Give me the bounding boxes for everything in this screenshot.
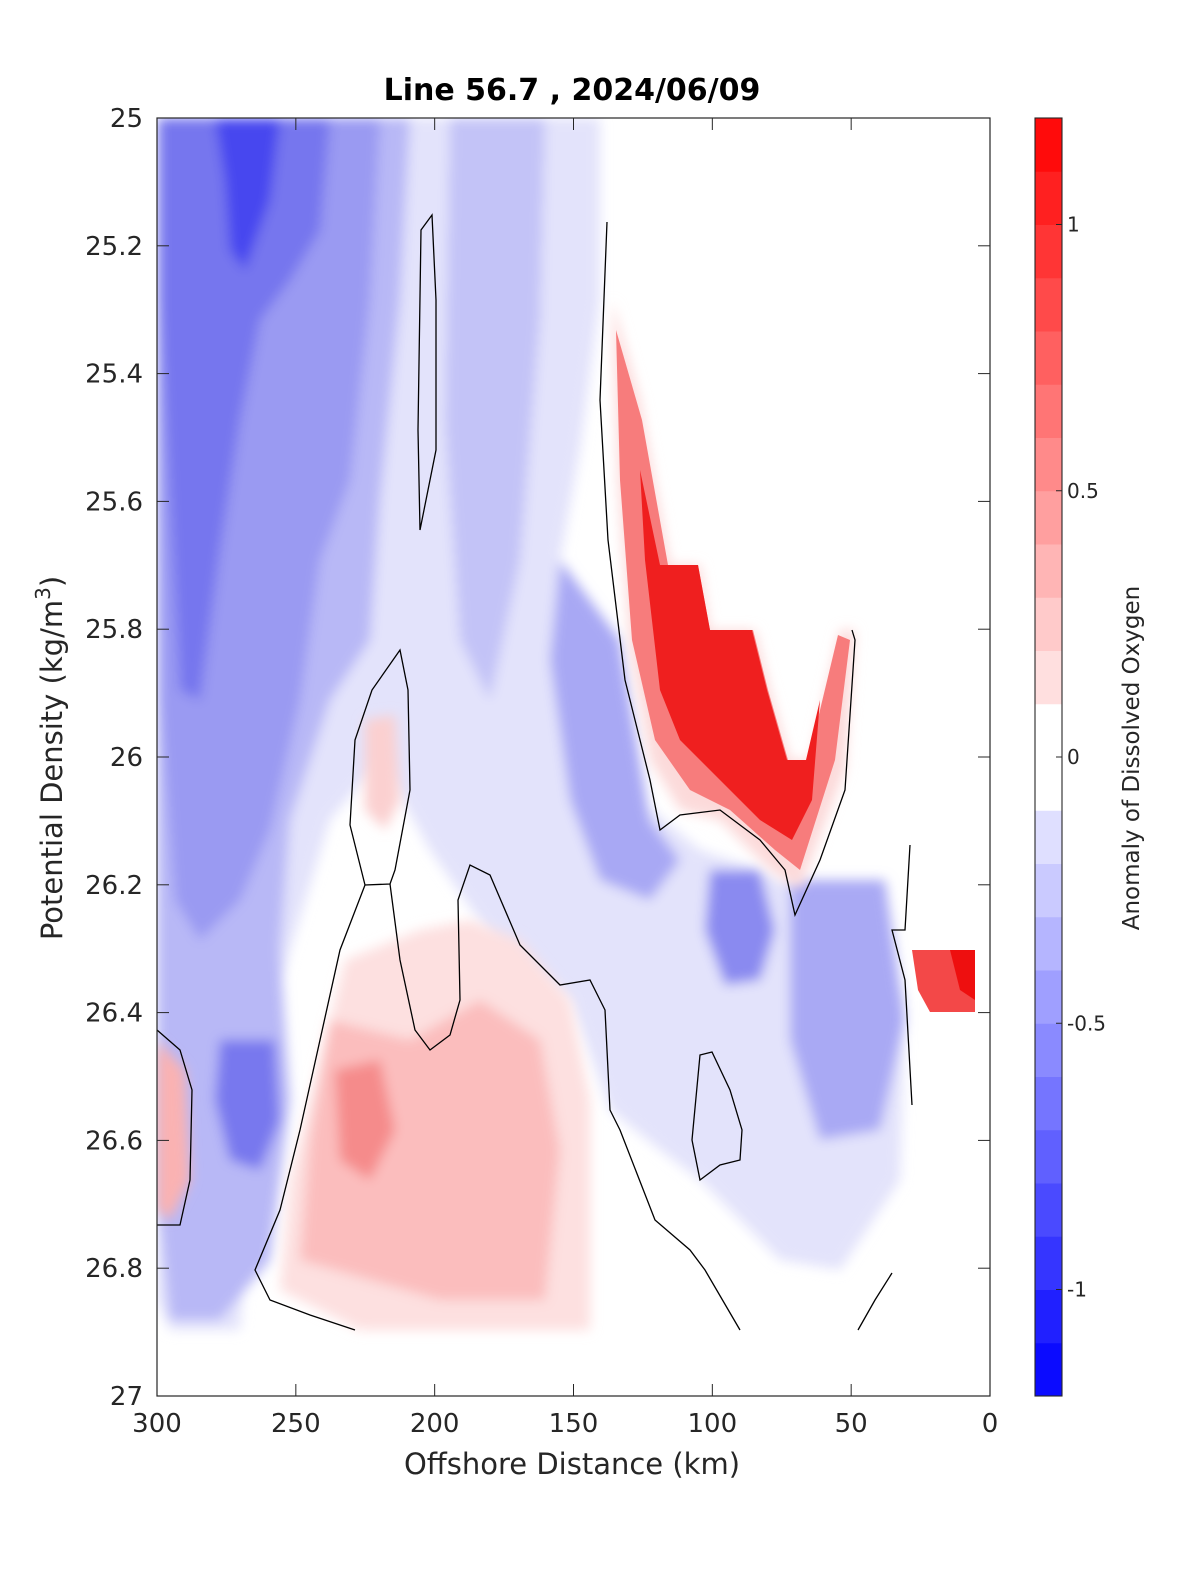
colorbar-band	[1035, 597, 1062, 651]
contour-fill-neg-core-upper	[215, 118, 280, 270]
colorbar-band	[1035, 1023, 1062, 1077]
colorbar-band	[1035, 863, 1062, 918]
y-tick-label: 26.2	[85, 871, 143, 901]
contour-fill-neg-core-90	[705, 870, 775, 985]
colorbar-band	[1035, 1236, 1062, 1290]
colorbar-band	[1035, 916, 1062, 971]
x-tick-label: 0	[982, 1409, 999, 1439]
y-tick-label: 27	[110, 1382, 143, 1412]
contour-fill-pos-subsurface-core	[335, 1060, 395, 1180]
y-tick-label: 25.4	[85, 360, 143, 390]
colorbar-band	[1035, 1342, 1062, 1397]
chart-title: Line 56.7 , 2024/06/09	[384, 73, 761, 108]
contour-fill-pos-offshore-edge	[157, 1040, 190, 1220]
x-tick-label: 100	[688, 1409, 738, 1439]
colorbar-band	[1035, 277, 1062, 332]
colorbar-tick-label: 1	[1067, 213, 1080, 237]
anomaly-field	[157, 118, 975, 1330]
contour-fill-pos-nearshore-mid	[616, 330, 850, 870]
y-tick-label: 25.2	[85, 232, 143, 262]
contour-fill-pos-nearshore-deep-inner	[950, 950, 975, 1000]
colorbar-band	[1035, 1076, 1062, 1131]
zero-contour-line-7	[891, 844, 913, 1106]
y-axis-label-close: )	[35, 576, 69, 587]
colorbar-band	[1035, 1289, 1062, 1344]
y-tick-label: 26.6	[85, 1126, 143, 1156]
colorbar-band	[1035, 171, 1062, 225]
colorbar-band	[1035, 224, 1062, 279]
x-axis-label: Offshore Distance (km)	[404, 1447, 740, 1481]
colorbar-tick-label: 0.5	[1067, 479, 1099, 503]
colorbar: 1 0.5 0 -0.5 -1	[1034, 117, 1106, 1397]
contour-fill-pos-nearshore-core	[640, 470, 820, 840]
colorbar-band	[1035, 490, 1062, 545]
y-axis-label: Potential Density (kg/m3)	[31, 576, 69, 940]
y-axis-label-superscript: 3	[31, 587, 55, 600]
axes: 300 250 200 150 100 50 0 25 25.2 25.4 25.6 25.8 26 26…	[85, 104, 998, 1439]
y-tick-label: 25.6	[85, 487, 143, 517]
colorbar-band	[1035, 1129, 1062, 1184]
zero-contours	[157, 213, 913, 1331]
colorbar-band	[1035, 384, 1062, 438]
colorbar-band	[1035, 650, 1062, 705]
colorbar-band	[1035, 544, 1062, 598]
colorbar-band	[1035, 437, 1062, 492]
zero-contour-line-6	[157, 1029, 193, 1226]
zero-contour-line-5	[691, 1051, 743, 1182]
colorbar-tick-label: -1	[1067, 1278, 1087, 1302]
contour-fill-neg-core-deep	[215, 1040, 280, 1170]
colorbar-band	[1035, 810, 1062, 864]
x-tick-label: 250	[271, 1409, 321, 1439]
contour-fill-pos-small-215	[365, 715, 400, 830]
contour-fill-neg-mid-140	[550, 560, 680, 900]
colorbar-band	[1035, 970, 1062, 1024]
colorbar-band	[1035, 118, 1062, 172]
colorbar-tick-label: 0	[1067, 745, 1080, 769]
y-tick-label: 25.8	[85, 615, 143, 645]
colorbar-band	[1035, 757, 1062, 811]
colorbar-band	[1035, 1183, 1062, 1237]
contour-fill-pos-subsurface-mid	[300, 1000, 560, 1300]
y-tick-label: 26.4	[85, 999, 143, 1029]
x-tick-label: 300	[132, 1409, 182, 1439]
zero-contour-line-4	[389, 864, 741, 1331]
zero-contour-line-1	[417, 213, 437, 531]
zero-contour-line-8	[857, 1272, 893, 1331]
contour-fill-neg-strong-offshore	[160, 118, 330, 700]
contour-fill-neg-band-180-outer	[445, 118, 545, 700]
x-tick-label: 200	[410, 1409, 460, 1439]
colorbar-band	[1035, 331, 1062, 385]
y-tick-label: 25	[110, 104, 143, 134]
colorbar-tick-label: -0.5	[1067, 1011, 1106, 1035]
zero-contour-line-3	[254, 648, 411, 1331]
zero-contour-line-2	[599, 221, 856, 918]
contour-fill-neg-core-55-outer	[790, 880, 905, 1140]
colorbar-band	[1035, 703, 1062, 758]
y-axis-label-main: Potential Density (kg/m	[35, 600, 69, 940]
colorbar-label: Anomaly of Dissolved Oxygen	[1119, 586, 1145, 931]
x-tick-label: 50	[835, 1409, 868, 1439]
y-tick-label: 26.8	[85, 1254, 143, 1284]
y-tick-label: 26	[110, 743, 143, 773]
x-tick-label: 150	[549, 1409, 599, 1439]
